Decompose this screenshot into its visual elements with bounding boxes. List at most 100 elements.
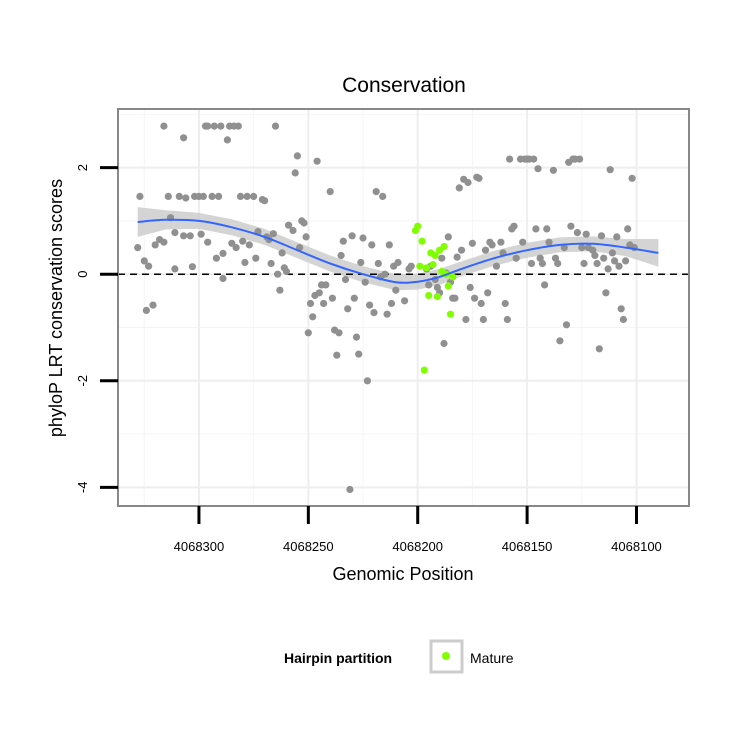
point-mature (418, 237, 426, 245)
point-other (160, 238, 168, 246)
point-other (232, 244, 240, 252)
point-other (444, 233, 452, 241)
point-other (466, 283, 474, 292)
point-other (267, 259, 275, 268)
point-other (453, 253, 461, 261)
point-other (488, 241, 496, 249)
point-other (289, 226, 297, 235)
point-other (250, 192, 258, 200)
point-other (142, 306, 150, 314)
point-other (215, 192, 223, 200)
point-other (217, 122, 225, 130)
y-axis: 2 0 -2 -4 (75, 164, 118, 493)
point-other (322, 281, 330, 289)
point-other (468, 239, 476, 247)
point-other (361, 278, 369, 286)
point-other (510, 222, 518, 230)
plot-panel (118, 109, 689, 506)
point-other (300, 219, 308, 227)
smooth-trend-line (137, 218, 659, 284)
point-other (366, 301, 374, 309)
x-tick-label: 4068250 (283, 539, 334, 554)
smooth-confidence-ribbon (137, 207, 659, 291)
legend-title: Hairpin partition (284, 650, 392, 666)
point-other (462, 315, 470, 324)
point-other (481, 246, 490, 254)
point-other (219, 249, 227, 257)
point-other (140, 257, 148, 265)
y-tick-label: -2 (75, 375, 90, 387)
point-other (339, 237, 347, 245)
point-other (219, 274, 227, 283)
point-mature (446, 310, 455, 318)
legend-key-mature-dot (442, 652, 450, 660)
point-other (394, 258, 402, 267)
y-axis-title: phyloP LRT conservation scores (46, 179, 66, 437)
point-other (613, 233, 621, 241)
x-tick-label: 4068100 (611, 539, 662, 554)
x-tick-label: 4068200 (392, 539, 443, 554)
point-other (241, 258, 249, 267)
point-other (243, 192, 251, 200)
point-other (538, 259, 547, 268)
point-other (182, 194, 190, 202)
point-other (164, 192, 172, 200)
point-other (271, 122, 280, 130)
point-other (276, 286, 284, 294)
point-other (440, 339, 448, 348)
point-other (210, 122, 218, 130)
point-other (341, 275, 350, 284)
point-other (624, 225, 632, 233)
chart-title: Conservation (342, 74, 466, 97)
point-other (306, 299, 315, 308)
y-tick-label: -4 (75, 482, 90, 494)
point-other (234, 122, 242, 130)
point-other (309, 313, 317, 321)
point-other (392, 286, 400, 294)
point-other (611, 257, 619, 265)
point-other (239, 237, 247, 245)
point-mature (433, 293, 441, 301)
plot-border (117, 108, 690, 507)
point-other (604, 265, 612, 273)
point-other (350, 294, 358, 302)
point-other (302, 233, 310, 241)
point-mature (420, 366, 428, 374)
point-other (556, 337, 564, 345)
point-other (212, 254, 220, 262)
point-other (591, 251, 599, 260)
point-other (337, 251, 345, 260)
point-other (543, 225, 551, 233)
point-other (188, 263, 196, 271)
legend: Hairpin partition Mature (284, 639, 514, 674)
point-other (344, 305, 352, 313)
point-other (385, 241, 393, 249)
point-other (320, 299, 328, 308)
point-other (379, 192, 387, 200)
point-other (199, 192, 207, 200)
point-mature (431, 251, 439, 260)
point-other (368, 241, 376, 249)
point-other (151, 241, 159, 249)
point-mature (414, 222, 422, 230)
point-other (136, 192, 144, 200)
point-other (313, 157, 321, 165)
point-other (600, 254, 608, 262)
point-other (615, 262, 623, 270)
point-other (223, 136, 231, 144)
point-other (407, 262, 415, 270)
data-points (134, 122, 638, 494)
point-other (617, 305, 625, 313)
point-other (326, 188, 334, 196)
point-other (180, 232, 188, 240)
point-other (381, 270, 389, 278)
point-other (580, 259, 588, 268)
point-other (573, 229, 582, 237)
point-other (372, 188, 380, 196)
point-other (186, 232, 194, 240)
point-other (554, 259, 562, 268)
point-other (619, 315, 628, 324)
point-other (348, 232, 356, 240)
point-other (333, 351, 341, 359)
point-other (352, 333, 361, 341)
